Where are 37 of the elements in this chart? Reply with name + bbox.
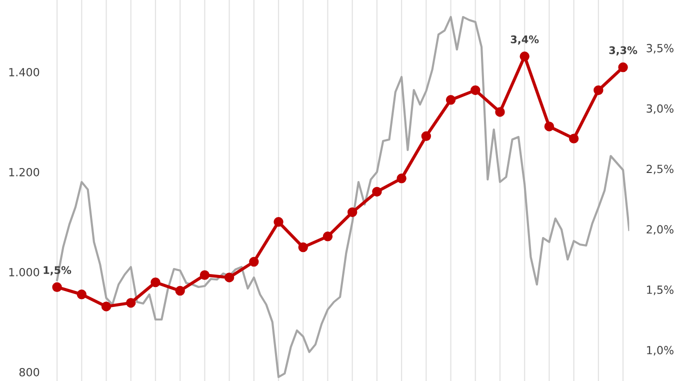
point — [446, 95, 456, 105]
point — [372, 186, 382, 197]
point — [175, 286, 185, 296]
y2-tick-label: 1,0% — [647, 346, 674, 356]
y-tick-label: 1.200 — [9, 168, 40, 176]
y2-tick-label: 3,5% — [646, 44, 674, 54]
data-label: 3,3% — [609, 46, 638, 56]
point — [150, 277, 160, 288]
point — [618, 62, 628, 72]
point — [347, 207, 358, 218]
y2-tick-label: 1,5% — [647, 286, 674, 296]
point — [52, 282, 62, 292]
point — [568, 134, 579, 144]
y2-tick-label: 3,0% — [646, 104, 674, 114]
data-label: 1,5% — [44, 266, 72, 276]
y2-tick-label: 2,5% — [646, 164, 674, 174]
point — [421, 131, 432, 141]
point — [249, 256, 259, 267]
point — [274, 217, 284, 227]
y-tick-label: 1.400 — [9, 68, 40, 76]
data-label: 3,4% — [510, 35, 539, 45]
point — [520, 52, 530, 62]
point — [101, 302, 112, 312]
point — [126, 298, 136, 308]
point — [495, 107, 505, 117]
point — [396, 174, 406, 184]
point — [224, 272, 234, 282]
point — [200, 270, 210, 280]
point — [594, 85, 604, 96]
point — [76, 290, 87, 300]
y-tick-label: 800 — [19, 368, 40, 376]
point — [322, 232, 333, 242]
y-tick-label: 1.000 — [9, 268, 40, 276]
y2-tick-label: 2,0% — [646, 225, 674, 235]
point — [298, 242, 308, 252]
point — [544, 122, 554, 132]
point — [470, 85, 480, 96]
